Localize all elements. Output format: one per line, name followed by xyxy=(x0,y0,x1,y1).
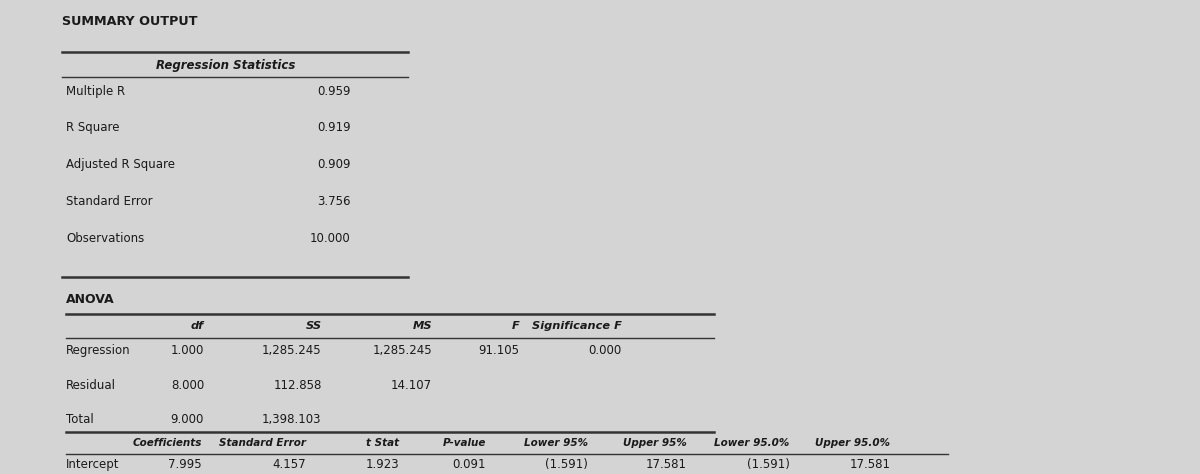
Text: SS: SS xyxy=(306,321,322,331)
Text: 14.107: 14.107 xyxy=(391,379,432,392)
Text: Upper 95.0%: Upper 95.0% xyxy=(816,438,890,448)
Text: Total: Total xyxy=(66,413,94,427)
Text: 3.756: 3.756 xyxy=(317,195,350,209)
Text: 0.919: 0.919 xyxy=(317,121,350,135)
Text: 17.581: 17.581 xyxy=(646,458,686,471)
Text: 1.000: 1.000 xyxy=(170,344,204,357)
Text: t Stat: t Stat xyxy=(366,438,400,448)
Text: 10.000: 10.000 xyxy=(310,232,350,246)
Text: 112.858: 112.858 xyxy=(274,379,322,392)
Text: Regression Statistics: Regression Statistics xyxy=(156,59,295,72)
Text: Observations: Observations xyxy=(66,232,144,246)
Text: Lower 95.0%: Lower 95.0% xyxy=(714,438,790,448)
Text: (1.591): (1.591) xyxy=(545,458,588,471)
Text: 8.000: 8.000 xyxy=(170,379,204,392)
Text: 1,285.245: 1,285.245 xyxy=(372,344,432,357)
Text: df: df xyxy=(191,321,204,331)
Text: Upper 95%: Upper 95% xyxy=(623,438,686,448)
Text: 1.923: 1.923 xyxy=(366,458,400,471)
Text: 0.000: 0.000 xyxy=(588,344,622,357)
Text: Lower 95%: Lower 95% xyxy=(524,438,588,448)
Text: P-value: P-value xyxy=(443,438,486,448)
Text: Adjusted R Square: Adjusted R Square xyxy=(66,158,175,172)
Text: 1,285.245: 1,285.245 xyxy=(262,344,322,357)
Text: Standard Error: Standard Error xyxy=(220,438,306,448)
Text: Intercept: Intercept xyxy=(66,458,120,471)
Text: Coefficients: Coefficients xyxy=(132,438,202,448)
Text: 17.581: 17.581 xyxy=(850,458,890,471)
Text: MS: MS xyxy=(413,321,432,331)
Text: Multiple R: Multiple R xyxy=(66,84,125,98)
Text: 9.000: 9.000 xyxy=(170,413,204,427)
Text: Standard Error: Standard Error xyxy=(66,195,152,209)
Text: SUMMARY OUTPUT: SUMMARY OUTPUT xyxy=(62,15,198,28)
Text: 91.105: 91.105 xyxy=(479,344,520,357)
Text: 1,398.103: 1,398.103 xyxy=(262,413,322,427)
Text: 0.909: 0.909 xyxy=(317,158,350,172)
Text: F: F xyxy=(512,321,520,331)
Text: ANOVA: ANOVA xyxy=(66,293,115,306)
Text: Significance F: Significance F xyxy=(532,321,622,331)
Text: 0.091: 0.091 xyxy=(452,458,486,471)
Text: 4.157: 4.157 xyxy=(272,458,306,471)
Text: 0.959: 0.959 xyxy=(317,84,350,98)
Text: Regression: Regression xyxy=(66,344,131,357)
Text: 7.995: 7.995 xyxy=(168,458,202,471)
Text: R Square: R Square xyxy=(66,121,120,135)
Text: Residual: Residual xyxy=(66,379,116,392)
Text: (1.591): (1.591) xyxy=(746,458,790,471)
